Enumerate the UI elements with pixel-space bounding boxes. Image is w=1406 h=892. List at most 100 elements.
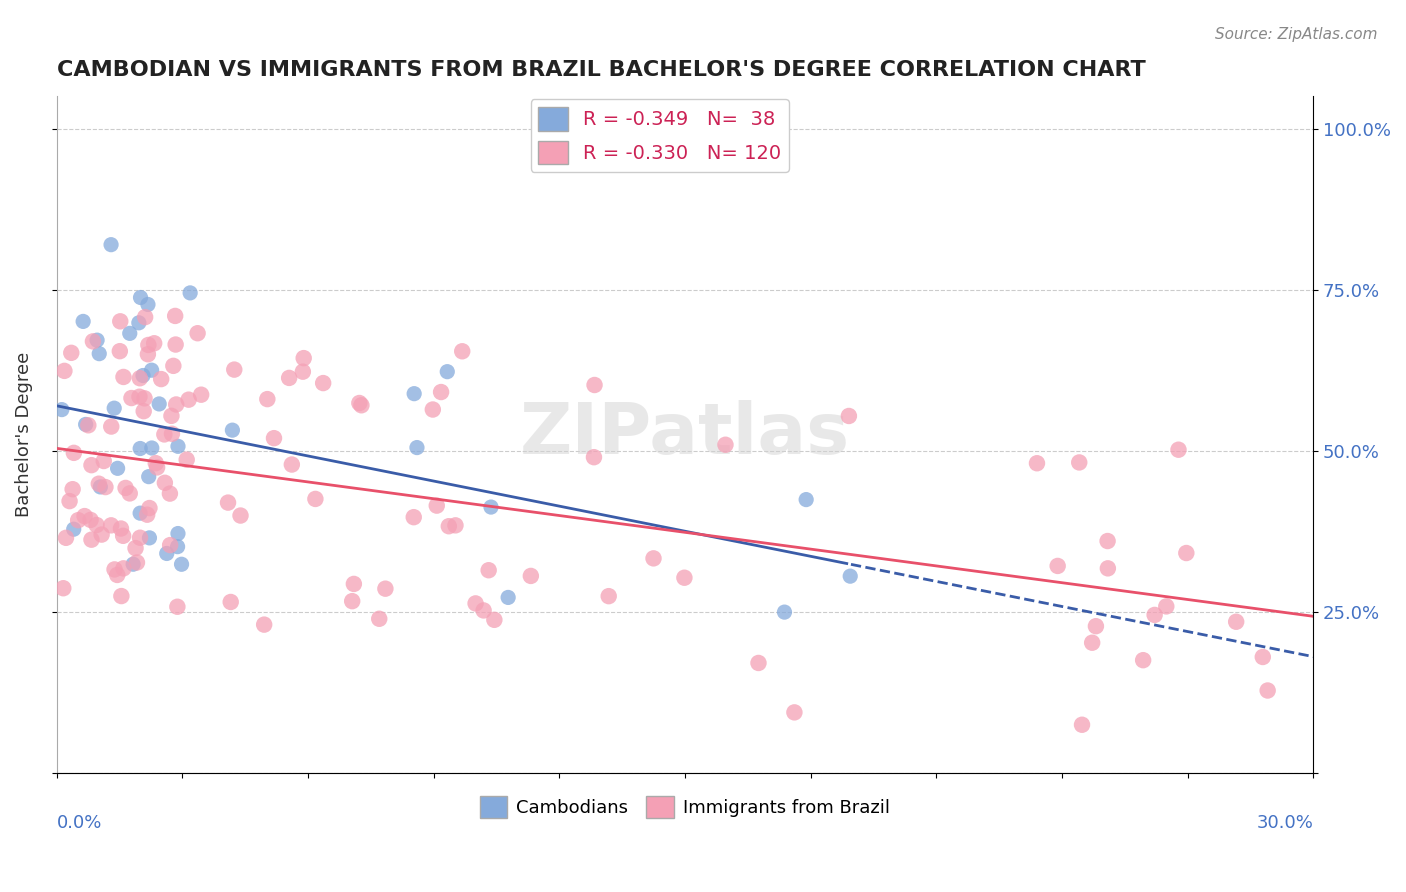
Point (160, 409, 183, 423)
Point (783, 706, 806, 720)
Point (160, 426, 183, 441)
Point (82, 334, 104, 349)
Point (103, 401, 125, 416)
Point (224, 362, 246, 376)
Point (103, 562, 125, 576)
Point (141, 363, 163, 377)
Point (79, 513, 101, 527)
Point (838, 409, 860, 423)
Point (1156, 599, 1178, 614)
Point (747, 656, 769, 670)
Point (1132, 653, 1154, 667)
Point (136, 508, 159, 522)
Point (108, 344, 131, 359)
Point (406, 441, 429, 455)
Point (120, 391, 142, 405)
Text: 0.0%: 0.0% (56, 814, 103, 832)
Point (430, 385, 453, 400)
Point (100, 518, 122, 533)
Point (436, 365, 458, 379)
Point (122, 558, 145, 572)
Point (138, 531, 160, 545)
Text: ZIPatlas: ZIPatlas (520, 401, 851, 469)
Point (63, 446, 86, 460)
Point (520, 569, 543, 583)
Point (132, 368, 155, 383)
Point (114, 481, 136, 495)
Point (1251, 650, 1274, 665)
Point (162, 359, 184, 373)
Point (1143, 607, 1166, 622)
Point (1071, 718, 1094, 732)
Point (1257, 683, 1279, 698)
Point (256, 392, 278, 406)
Point (67, 513, 90, 527)
Point (349, 396, 371, 410)
Point (343, 577, 366, 591)
Point (55, 531, 77, 545)
Point (229, 508, 252, 523)
Point (89, 480, 111, 494)
Legend: Cambodians, Immigrants from Brazil: Cambodians, Immigrants from Brazil (472, 789, 897, 825)
Point (166, 540, 188, 554)
Point (129, 442, 152, 456)
Point (263, 431, 285, 445)
Text: CAMBODIAN VS IMMIGRANTS FROM BRAZIL BACHELOR'S DEGREE CORRELATION CHART: CAMBODIAN VS IMMIGRANTS FROM BRAZIL BACH… (56, 60, 1146, 79)
Point (479, 500, 502, 514)
Point (1097, 561, 1119, 575)
Point (472, 603, 495, 617)
Point (166, 599, 188, 614)
Point (217, 495, 239, 509)
Point (128, 390, 150, 404)
Point (165, 309, 187, 323)
Point (110, 314, 132, 328)
Point (464, 596, 486, 610)
Point (136, 297, 159, 311)
Point (170, 558, 193, 572)
Point (141, 441, 163, 455)
Point (291, 365, 314, 379)
Point (100, 419, 122, 434)
Y-axis label: Bachelor's Degree: Bachelor's Degree (15, 352, 32, 517)
Point (187, 326, 209, 341)
Point (159, 486, 181, 500)
Point (1097, 534, 1119, 549)
Point (165, 397, 187, 411)
Point (794, 492, 817, 507)
Point (62, 522, 84, 536)
Point (125, 556, 148, 570)
Point (167, 439, 190, 453)
Point (72, 314, 94, 328)
Point (138, 338, 160, 352)
Point (773, 605, 796, 619)
Point (1081, 636, 1104, 650)
Point (839, 569, 862, 583)
Point (107, 461, 129, 475)
Point (80, 533, 103, 547)
Point (153, 475, 176, 490)
Point (53, 364, 76, 378)
Point (281, 458, 304, 472)
Point (90, 527, 112, 541)
Point (1175, 546, 1198, 560)
Point (129, 291, 152, 305)
Point (1069, 455, 1091, 469)
Point (1225, 615, 1247, 629)
Point (402, 510, 425, 524)
Point (134, 310, 156, 325)
Point (73, 509, 96, 524)
Point (165, 337, 187, 351)
Point (129, 531, 152, 545)
Point (145, 456, 167, 470)
Point (58, 494, 80, 508)
Point (94, 480, 117, 494)
Point (89, 346, 111, 360)
Point (404, 386, 426, 401)
Point (134, 392, 156, 406)
Point (86, 518, 108, 533)
Point (478, 563, 501, 577)
Point (52, 581, 75, 595)
Point (190, 387, 212, 401)
Point (177, 392, 200, 407)
Point (128, 316, 150, 330)
